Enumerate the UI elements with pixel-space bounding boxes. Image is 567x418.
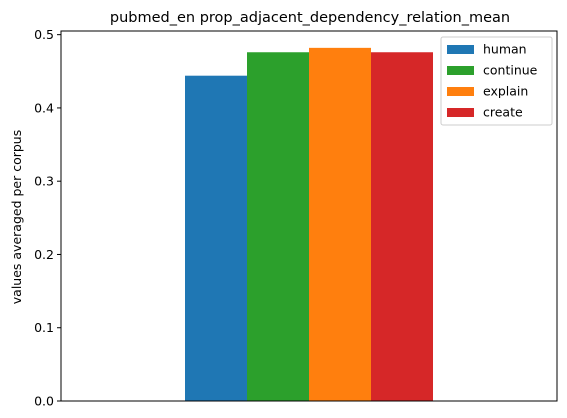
plot-frame — [60, 30, 558, 402]
chart-title: pubmed_en prop_adjacent_dependency_relat… — [110, 10, 510, 26]
legend-swatch-create — [447, 108, 474, 117]
legend-box — [440, 36, 553, 126]
bar-explain — [309, 47, 371, 401]
legend-label-continue: continue — [483, 63, 538, 78]
y-tick-label: 0.5 — [34, 27, 54, 42]
legend-label-explain: explain — [483, 84, 528, 99]
y-tick-label: 0.0 — [34, 394, 54, 409]
legend-label-create: create — [483, 105, 523, 120]
bars-group — [185, 47, 433, 402]
legend: human continue explain create — [440, 36, 553, 126]
legend-swatch-continue — [447, 66, 474, 75]
y-axis-label: values averaged per corpus — [9, 130, 24, 304]
legend-swatch-explain — [447, 87, 474, 96]
legend-label-human: human — [483, 42, 527, 57]
y-tick-label: 0.4 — [34, 100, 54, 115]
y-tick-label: 0.3 — [34, 174, 54, 189]
legend-swatch-human — [447, 45, 474, 54]
y-tick-label: 0.2 — [34, 247, 54, 262]
bar-human — [185, 75, 247, 402]
y-axis-ticks: 0.0 0.1 0.2 0.3 0.4 0.5 — [34, 27, 61, 409]
bar-continue — [247, 52, 309, 401]
bar-create — [371, 52, 433, 401]
y-tick-label: 0.1 — [34, 320, 54, 335]
